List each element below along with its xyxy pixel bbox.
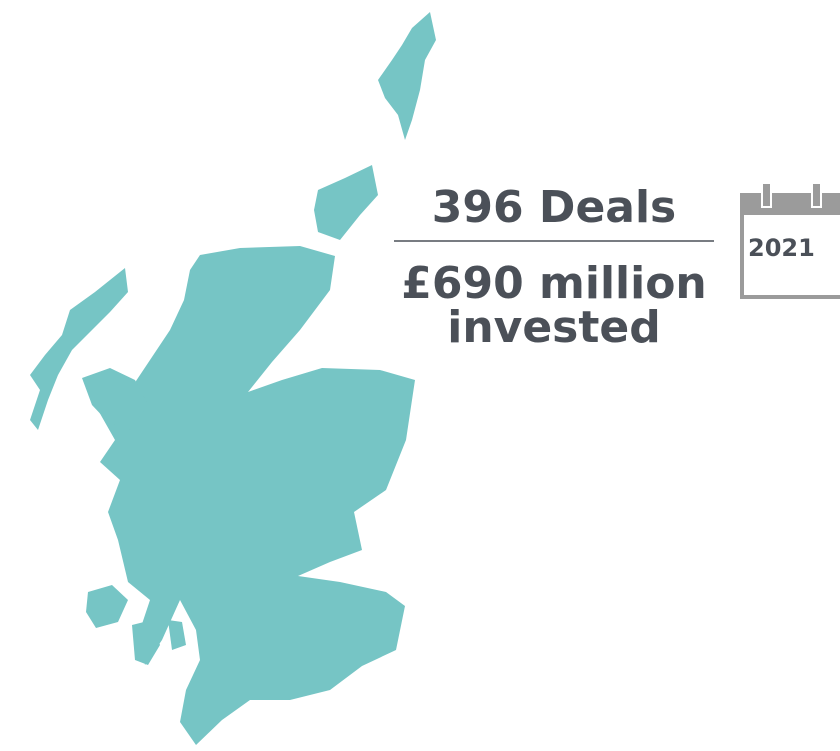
orkney [314, 165, 378, 240]
mull [86, 585, 128, 628]
mainland [98, 246, 415, 745]
outer-hebrides [30, 268, 128, 430]
amount-invested: £690 million invested [401, 258, 707, 353]
year-label: 2021 [748, 234, 815, 262]
skye [82, 368, 148, 430]
deals-count: 396 Deals [431, 182, 677, 233]
calendar-icon [740, 182, 840, 299]
arran [168, 620, 186, 650]
shetland [378, 12, 436, 140]
scotland-map [30, 12, 436, 745]
islay [132, 620, 160, 665]
